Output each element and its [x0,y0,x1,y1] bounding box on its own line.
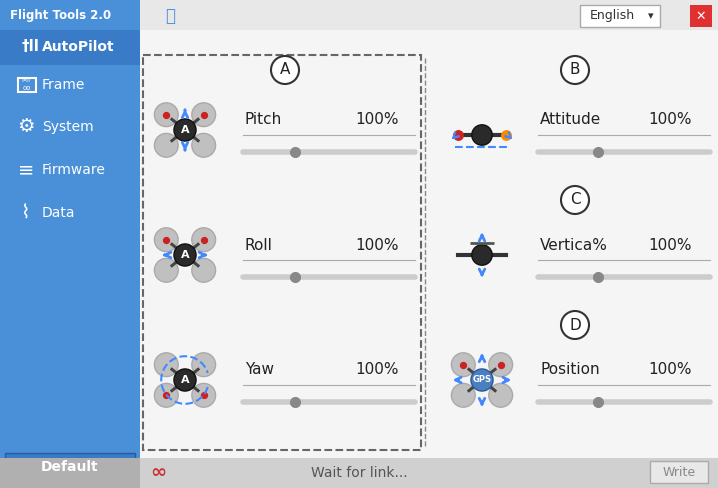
Text: 100%: 100% [355,363,398,378]
Circle shape [192,133,215,157]
Text: A: A [280,62,290,78]
Text: 🏠: 🏠 [165,7,175,25]
Circle shape [174,244,196,266]
Text: 100%: 100% [648,238,691,252]
Text: ▾: ▾ [648,11,653,21]
Text: MT
oo: MT oo [22,78,32,90]
Bar [140,30,718,458]
Text: Yaw: Yaw [245,363,274,378]
Circle shape [472,245,493,265]
Text: Vertica%: Vertica% [540,238,608,252]
Circle shape [154,353,178,377]
Text: ✕: ✕ [696,9,707,22]
Circle shape [192,259,215,282]
Circle shape [192,384,215,407]
Circle shape [489,384,513,407]
Text: B: B [570,62,580,78]
Bar [0,458,718,488]
Text: Flight Tools 2.0: Flight Tools 2.0 [10,8,111,21]
Text: Data: Data [42,206,75,220]
Bar [18,78,36,92]
Text: Position: Position [540,363,600,378]
Bar [580,5,660,27]
Text: Frame: Frame [42,78,85,92]
Text: GPS: GPS [472,375,492,385]
Circle shape [452,384,475,407]
Text: Firmware: Firmware [42,163,106,177]
Circle shape [472,125,493,145]
Text: 100%: 100% [648,363,691,378]
Bar [0,0,718,30]
Bar [143,55,421,450]
Circle shape [561,311,589,339]
Circle shape [489,353,513,377]
Circle shape [154,133,178,157]
Bar [0,0,140,30]
Text: Roll: Roll [245,238,273,252]
Text: ⌇: ⌇ [22,203,31,223]
Bar [5,453,135,481]
Text: 100%: 100% [355,238,398,252]
Bar [0,30,140,65]
Text: 100%: 100% [355,113,398,127]
Text: A: A [181,375,190,385]
Text: Write: Write [663,466,696,479]
Text: ≡: ≡ [18,161,34,180]
Bar [0,30,140,458]
Circle shape [561,186,589,214]
Text: System: System [42,120,93,134]
Circle shape [471,369,493,391]
Text: AutoPilot: AutoPilot [42,40,115,54]
Text: ∞: ∞ [150,464,166,483]
Bar [650,461,708,483]
Circle shape [154,228,178,252]
Circle shape [192,228,215,252]
Circle shape [561,56,589,84]
Text: A: A [181,250,190,260]
Circle shape [154,103,178,126]
Circle shape [154,384,178,407]
Text: †ll: †ll [22,40,40,55]
Circle shape [154,259,178,282]
Circle shape [174,369,196,391]
Text: A: A [181,125,190,135]
Bar [0,458,140,488]
Text: ⚙: ⚙ [17,118,34,137]
Circle shape [174,119,196,141]
Text: C: C [569,192,580,207]
Circle shape [271,56,299,84]
Text: 100%: 100% [648,113,691,127]
Text: D: D [569,318,581,332]
Circle shape [192,353,215,377]
Circle shape [452,353,475,377]
Text: Attitude: Attitude [540,113,601,127]
Text: Wait for link...: Wait for link... [311,466,407,480]
Text: Default: Default [41,460,99,474]
Bar [690,5,712,27]
Circle shape [192,103,215,126]
Text: Pitch: Pitch [245,113,282,127]
Text: English: English [590,9,635,22]
